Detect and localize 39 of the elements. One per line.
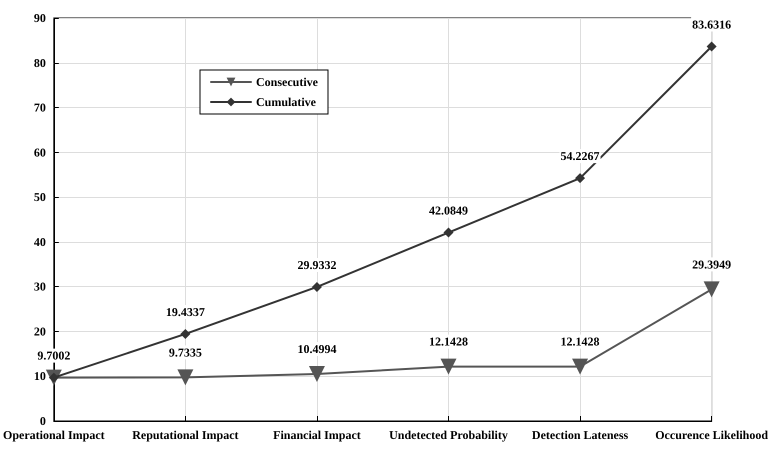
point <box>440 358 456 375</box>
point <box>444 228 454 238</box>
y-tick-label: 20 <box>34 324 46 338</box>
x-tick-label: Reputational Impact <box>132 428 239 442</box>
data-label: 12.1428 <box>429 334 468 349</box>
point <box>575 173 586 184</box>
y-tick-label: 40 <box>34 234 46 249</box>
data-label: 10.4994 <box>297 342 336 356</box>
y-tick-label: 60 <box>34 145 46 160</box>
data-label: 9.7335 <box>168 345 202 360</box>
y-tick-label: 80 <box>34 56 46 70</box>
y-tick-label: 70 <box>34 100 46 115</box>
point <box>312 282 322 292</box>
x-tick-label: Financial Impact <box>273 428 361 442</box>
point <box>180 328 190 339</box>
x-tick-label: Occurence Likelihood <box>655 428 768 442</box>
y-tick-label: 30 <box>34 280 46 294</box>
point <box>177 369 194 386</box>
y-tick-label: 10 <box>34 369 46 384</box>
data-label: 83.6316 <box>692 18 732 32</box>
y-tick-label: 90 <box>34 11 46 25</box>
point <box>706 42 717 52</box>
data-label: 12.1428 <box>560 334 600 349</box>
x-tick-label: Operational Impact <box>2 428 105 442</box>
data-label: 29.9332 <box>297 258 336 272</box>
data-label: 9.7002 <box>37 348 70 363</box>
x-tick-label: Undetected Probability <box>389 428 508 442</box>
data-label: 54.2267 <box>560 149 600 164</box>
y-tick-label: 50 <box>34 190 46 204</box>
data-label: 29.3949 <box>692 257 732 272</box>
data-label: 42.0849 <box>429 204 468 218</box>
data-label: 19.4337 <box>166 304 205 319</box>
legend-label: Cumulative <box>256 95 317 109</box>
point <box>572 358 588 375</box>
x-tick-label: Detection Lateness <box>532 428 629 442</box>
point <box>704 281 720 298</box>
y-tick-label: 0 <box>40 414 46 428</box>
point <box>308 366 325 382</box>
legend-label: Consecutive <box>256 75 319 89</box>
